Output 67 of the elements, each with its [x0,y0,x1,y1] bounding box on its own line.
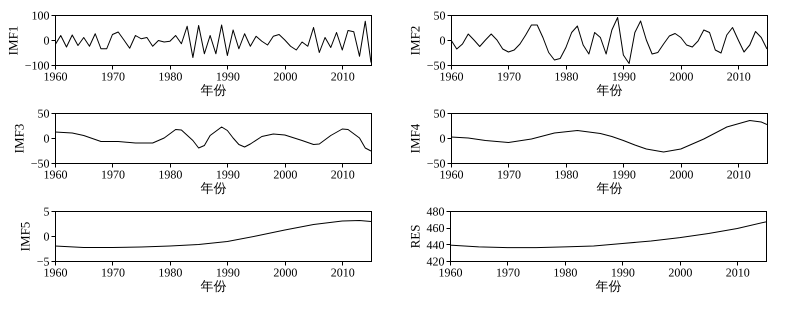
y-tick-label: 0 [44,230,50,244]
x-tick-label: 1970 [496,266,520,280]
x-tick-label: 2010 [726,266,750,280]
y-tick-label: 480 [426,204,444,218]
x-tick-label: 1990 [216,266,240,280]
x-tick-label: 1960 [438,266,462,280]
x-tick-label: 1970 [100,266,125,280]
x-tick-label: 1980 [554,168,578,182]
x-tick-label: 1980 [554,70,578,84]
y-axis-title: IMF3 [12,124,27,154]
y-tick-label: 440 [426,238,444,252]
x-axis-title: 年份 [200,278,226,294]
x-tick-label: 2000 [273,266,298,280]
x-tick-label: 1970 [496,70,521,84]
x-axis-title: 年份 [596,180,622,196]
x-tick-label: 2010 [726,70,751,84]
y-tick-label: 0 [44,34,50,48]
y-tick-label: 100 [32,8,50,22]
x-tick-label: 2000 [273,168,298,182]
y-tick-label: 0 [440,132,446,146]
y-axis-title: IMF2 [408,26,423,56]
x-tick-label: 1980 [158,266,182,280]
y-axis-title: IMF1 [6,26,21,56]
y-tick-label: 50 [434,8,446,22]
y-tick-label: 0 [44,132,50,146]
x-tick-label: 2010 [330,70,355,84]
x-tick-label: 1960 [440,168,464,182]
x-tick-label: 2010 [330,266,355,280]
x-tick-label: 1960 [44,266,68,280]
x-tick-label: 2010 [726,168,751,182]
x-tick-label: 2000 [273,70,298,84]
x-axis-title: 年份 [200,82,226,98]
y-tick-label: 5 [44,204,50,218]
x-tick-label: 2000 [669,70,694,84]
x-tick-label: 1980 [553,266,578,280]
y-axis-title: IMF5 [18,222,33,252]
x-tick-label: 1960 [440,70,464,84]
y-tick-label: 0 [440,34,446,48]
x-tick-label: 1960 [44,70,68,84]
y-tick-label: −100 [24,58,50,72]
x-tick-label: 1980 [158,70,182,84]
x-tick-label: 1970 [100,70,125,84]
x-tick-label: 1990 [612,70,636,84]
x-tick-label: 1990 [216,168,240,182]
y-tick-label: 50 [434,106,446,120]
x-tick-label: 2010 [330,168,355,182]
x-tick-label: 2000 [669,168,694,182]
y-tick-label: −5 [36,254,50,268]
y-tick-label: 420 [426,254,444,268]
x-tick-label: 1990 [216,70,240,84]
x-axis-title: 年份 [200,180,226,196]
x-axis-title: 年份 [596,278,622,294]
y-tick-label: −50 [30,156,50,170]
x-tick-label: 1960 [44,168,68,182]
x-tick-label: 1990 [612,168,636,182]
x-tick-label: 1990 [610,266,635,280]
x-axis-title: 年份 [596,82,622,98]
y-axis-title: RES [408,224,422,248]
y-tick-label: 50 [38,106,50,120]
y-axis-title: IMF4 [408,123,423,154]
x-tick-label: 1970 [496,168,521,182]
x-tick-label: 1970 [100,168,125,182]
y-tick-label: −50 [426,156,446,170]
y-tick-label: 460 [426,221,444,236]
x-tick-label: 1980 [158,168,182,182]
x-tick-label: 2000 [668,266,692,280]
y-tick-label: −50 [426,58,446,72]
